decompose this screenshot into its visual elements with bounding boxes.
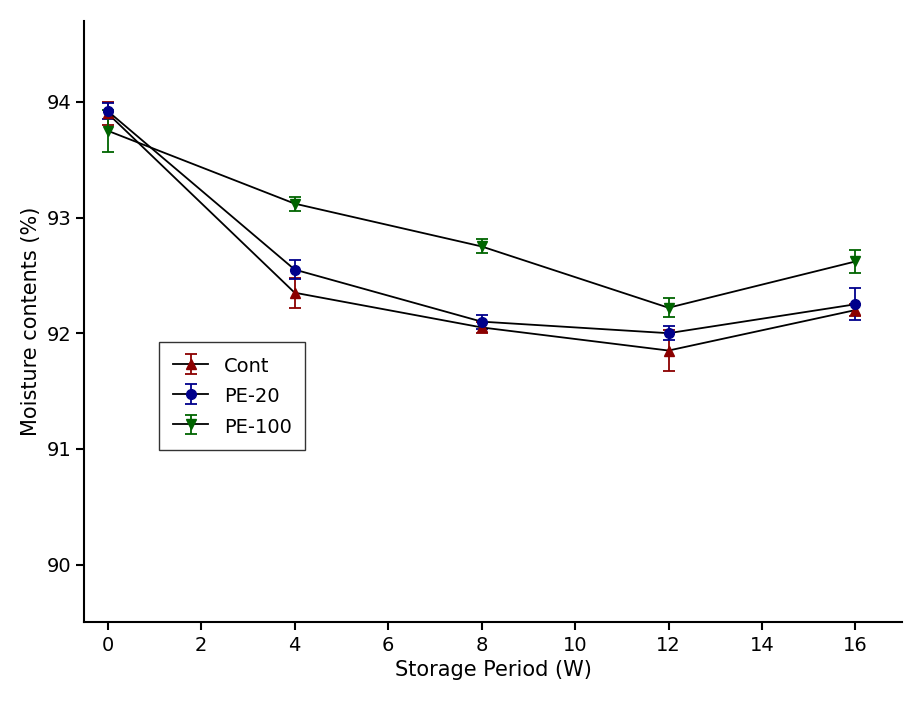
X-axis label: Storage Period (W): Storage Period (W): [395, 660, 592, 680]
Legend: Cont, PE-20, PE-100: Cont, PE-20, PE-100: [160, 342, 306, 450]
Y-axis label: Moisture contents (%): Moisture contents (%): [21, 207, 41, 436]
